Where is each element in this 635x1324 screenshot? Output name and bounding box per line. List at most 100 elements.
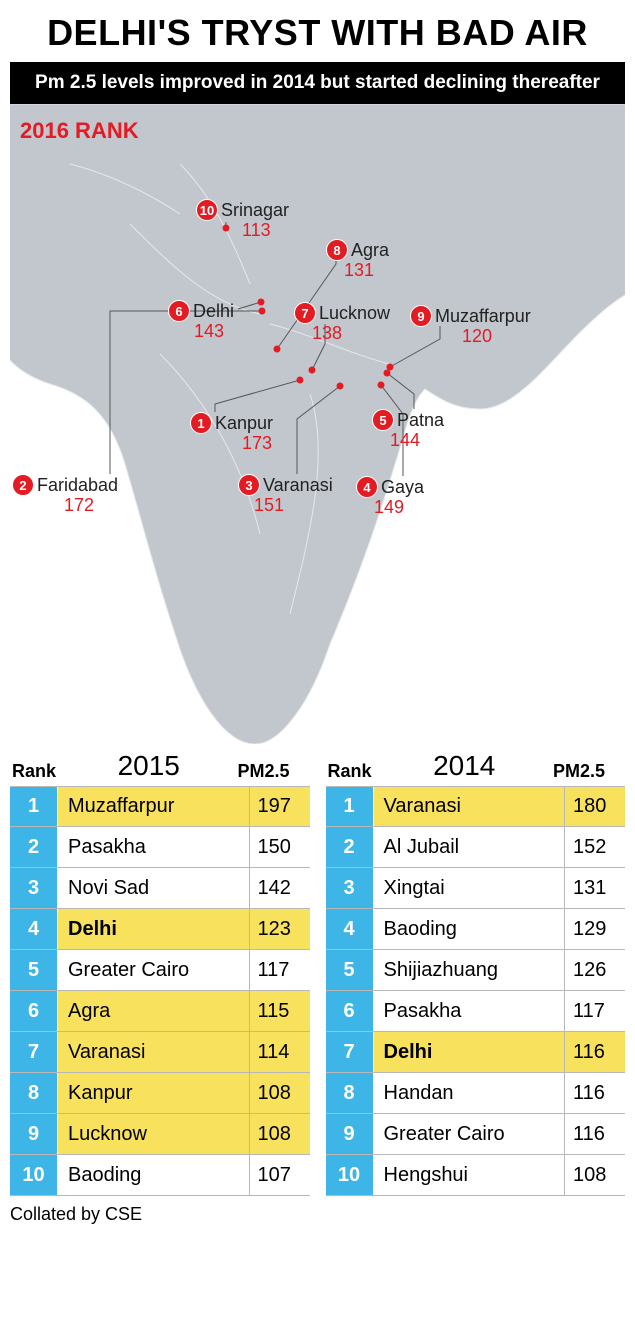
- cell-rank: 4: [326, 909, 374, 949]
- city-pm-value: 149: [374, 498, 424, 516]
- city-name: Lucknow: [319, 304, 390, 322]
- cell-city: Novi Sad: [58, 868, 250, 908]
- table-row: 4Baoding129: [326, 909, 626, 950]
- cell-city: Varanasi: [58, 1032, 250, 1072]
- cell-rank: 6: [326, 991, 374, 1031]
- table-2014: Rank 2014 PM2.5 1Varanasi1802Al Jubail15…: [326, 748, 626, 1196]
- cell-rank: 8: [326, 1073, 374, 1113]
- table-row: 3Novi Sad142: [10, 868, 310, 909]
- cell-pm: 117: [250, 950, 310, 990]
- city-name: Gaya: [381, 478, 424, 496]
- table-row: 9Greater Cairo116: [326, 1114, 626, 1155]
- table-row: 6Agra115: [10, 991, 310, 1032]
- city-label: 7Lucknow 138: [294, 302, 390, 342]
- table-row: 1Muzaffarpur197: [10, 786, 310, 827]
- col-year-right: 2014: [376, 750, 554, 782]
- cell-city: Greater Cairo: [374, 1114, 566, 1154]
- cell-pm: 115: [250, 991, 310, 1031]
- cell-city: Handan: [374, 1073, 566, 1113]
- rank-badge: 1: [190, 412, 212, 434]
- rank-badge: 3: [238, 474, 260, 496]
- cell-city: Hengshui: [374, 1155, 566, 1195]
- city-name: Kanpur: [215, 414, 273, 432]
- subtitle: Pm 2.5 levels improved in 2014 but start…: [10, 62, 625, 104]
- table-2015: Rank 2015 PM2.5 1Muzaffarpur1972Pasakha1…: [10, 748, 310, 1196]
- rank-badge: 8: [326, 239, 348, 261]
- table-row: 2Pasakha150: [10, 827, 310, 868]
- city-label: 4Gaya 149: [356, 476, 424, 516]
- cell-pm: 152: [565, 827, 625, 867]
- cell-city: Lucknow: [58, 1114, 250, 1154]
- table-row: 8Handan116: [326, 1073, 626, 1114]
- col-pm: PM2.5: [238, 761, 308, 782]
- cell-pm: 150: [250, 827, 310, 867]
- cell-rank: 2: [326, 827, 374, 867]
- cell-city: Al Jubail: [374, 827, 566, 867]
- city-name: Agra: [351, 241, 389, 259]
- cell-pm: 107: [250, 1155, 310, 1195]
- cell-rank: 10: [326, 1155, 374, 1195]
- city-pm-value: 143: [194, 322, 234, 340]
- cell-pm: 129: [565, 909, 625, 949]
- cell-pm: 131: [565, 868, 625, 908]
- cell-rank: 5: [10, 950, 58, 990]
- city-name: Patna: [397, 411, 444, 429]
- city-pm-value: 120: [462, 327, 531, 345]
- cell-pm: 197: [250, 787, 310, 826]
- cell-rank: 1: [10, 787, 58, 826]
- cell-rank: 9: [10, 1114, 58, 1154]
- cell-rank: 1: [326, 787, 374, 826]
- cell-pm: 123: [250, 909, 310, 949]
- cell-pm: 117: [565, 991, 625, 1031]
- cell-pm: 108: [250, 1114, 310, 1154]
- cell-rank: 6: [10, 991, 58, 1031]
- india-map-svg: [10, 104, 625, 744]
- table-row: 5Shijiazhuang126: [326, 950, 626, 991]
- city-name: Varanasi: [263, 476, 333, 494]
- cell-rank: 3: [326, 868, 374, 908]
- city-pm-value: 172: [64, 496, 118, 514]
- cell-city: Shijiazhuang: [374, 950, 566, 990]
- cell-pm: 180: [565, 787, 625, 826]
- rank-badge: 10: [196, 199, 218, 221]
- city-pm-value: 151: [254, 496, 333, 514]
- city-name: Delhi: [193, 302, 234, 320]
- city-name: Faridabad: [37, 476, 118, 494]
- city-label: 2Faridabad 172: [12, 474, 118, 514]
- city-label: 6Delhi143: [168, 300, 234, 340]
- cell-city: Baoding: [374, 909, 566, 949]
- cell-rank: 7: [10, 1032, 58, 1072]
- city-label: 9Muzaffarpur 120: [410, 305, 531, 345]
- cell-pm: 116: [565, 1073, 625, 1113]
- cell-city: Delhi: [58, 909, 250, 949]
- col-year-left: 2015: [60, 750, 238, 782]
- cell-pm: 108: [250, 1073, 310, 1113]
- rank-badge: 4: [356, 476, 378, 498]
- city-pm-value: 113: [242, 221, 289, 239]
- page-title: DELHI'S TRYST WITH BAD AIR: [0, 0, 635, 62]
- cell-rank: 2: [10, 827, 58, 867]
- table-row: 2Al Jubail152: [326, 827, 626, 868]
- cell-city: Varanasi: [374, 787, 566, 826]
- cell-pm: 114: [250, 1032, 310, 1072]
- city-pm-value: 131: [344, 261, 389, 279]
- cell-pm: 108: [565, 1155, 625, 1195]
- city-pm-value: 138: [312, 324, 390, 342]
- cell-city: Greater Cairo: [58, 950, 250, 990]
- cell-pm: 126: [565, 950, 625, 990]
- tables-row: Rank 2015 PM2.5 1Muzaffarpur1972Pasakha1…: [0, 744, 635, 1196]
- table-row: 9Lucknow108: [10, 1114, 310, 1155]
- rank-badge: 9: [410, 305, 432, 327]
- table-row: 6Pasakha117: [326, 991, 626, 1032]
- rank-badge: 7: [294, 302, 316, 324]
- col-rank: Rank: [328, 761, 376, 782]
- rank-badge: 2: [12, 474, 34, 496]
- table-row: 10Baoding107: [10, 1155, 310, 1196]
- footer-credit: Collated by CSE: [0, 1196, 635, 1245]
- cell-city: Pasakha: [374, 991, 566, 1031]
- cell-rank: 5: [326, 950, 374, 990]
- cell-pm: 142: [250, 868, 310, 908]
- table-row: 8Kanpur108: [10, 1073, 310, 1114]
- city-name: Muzaffarpur: [435, 307, 531, 325]
- table-row: 1Varanasi180: [326, 786, 626, 827]
